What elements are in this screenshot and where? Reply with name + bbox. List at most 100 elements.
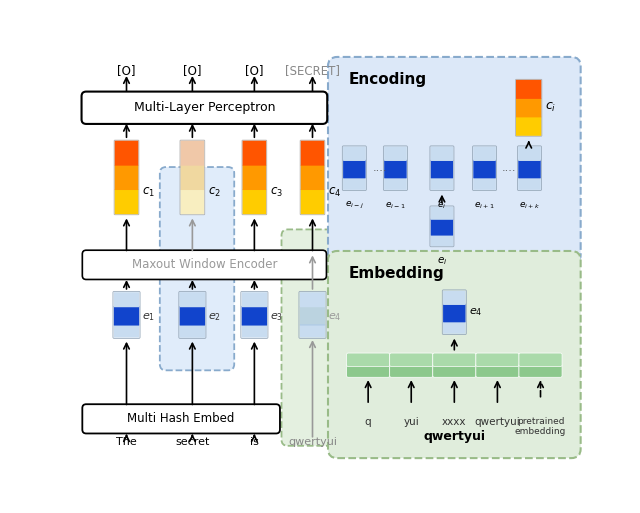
FancyBboxPatch shape	[384, 177, 406, 190]
FancyBboxPatch shape	[282, 229, 352, 446]
Text: $e_{i+k}$: $e_{i+k}$	[519, 200, 540, 211]
Text: Encoding: Encoding	[348, 72, 426, 87]
Text: q: q	[365, 417, 371, 426]
FancyBboxPatch shape	[390, 353, 433, 366]
FancyBboxPatch shape	[347, 364, 390, 377]
Text: [SECRET]: [SECRET]	[285, 64, 340, 77]
FancyBboxPatch shape	[243, 141, 266, 166]
Text: $e_2$: $e_2$	[208, 311, 221, 323]
FancyBboxPatch shape	[343, 147, 365, 161]
FancyBboxPatch shape	[300, 324, 325, 338]
Text: ....: ....	[373, 163, 387, 173]
FancyBboxPatch shape	[328, 57, 580, 264]
Text: [O]: [O]	[245, 64, 264, 77]
Text: $e_1$: $e_1$	[142, 311, 155, 323]
FancyBboxPatch shape	[474, 147, 496, 161]
FancyBboxPatch shape	[384, 160, 406, 179]
FancyBboxPatch shape	[115, 165, 138, 190]
FancyBboxPatch shape	[474, 177, 496, 190]
FancyBboxPatch shape	[431, 147, 453, 161]
FancyBboxPatch shape	[443, 321, 465, 334]
FancyBboxPatch shape	[476, 353, 519, 366]
FancyBboxPatch shape	[83, 250, 326, 280]
Text: $c_4$: $c_4$	[328, 186, 341, 199]
FancyBboxPatch shape	[431, 234, 453, 246]
FancyBboxPatch shape	[114, 306, 140, 326]
Text: $e_{i-j}$: $e_{i-j}$	[345, 200, 364, 211]
FancyBboxPatch shape	[115, 189, 138, 214]
FancyBboxPatch shape	[300, 292, 325, 307]
FancyBboxPatch shape	[114, 292, 140, 307]
Text: [O]: [O]	[183, 64, 202, 77]
FancyBboxPatch shape	[431, 177, 453, 190]
FancyBboxPatch shape	[431, 207, 453, 220]
FancyBboxPatch shape	[516, 116, 541, 136]
Text: $e_i$: $e_i$	[436, 255, 447, 267]
Text: $c_1$: $c_1$	[142, 186, 155, 199]
Text: qwertyui: qwertyui	[474, 417, 520, 426]
FancyBboxPatch shape	[301, 189, 324, 214]
FancyBboxPatch shape	[433, 353, 476, 366]
FancyBboxPatch shape	[328, 251, 580, 458]
FancyBboxPatch shape	[180, 292, 205, 307]
FancyBboxPatch shape	[443, 304, 465, 322]
FancyBboxPatch shape	[114, 324, 140, 338]
FancyBboxPatch shape	[516, 98, 541, 117]
FancyBboxPatch shape	[115, 141, 138, 166]
FancyBboxPatch shape	[431, 160, 453, 179]
Text: secret: secret	[175, 437, 209, 447]
Text: is: is	[250, 437, 259, 447]
FancyBboxPatch shape	[518, 177, 541, 190]
Text: $e_3$: $e_3$	[270, 311, 283, 323]
FancyBboxPatch shape	[180, 324, 205, 338]
Text: $e_4$: $e_4$	[469, 306, 483, 318]
Text: $e_{i+1}$: $e_{i+1}$	[474, 200, 495, 211]
FancyBboxPatch shape	[241, 306, 267, 326]
FancyBboxPatch shape	[301, 141, 324, 166]
FancyBboxPatch shape	[519, 353, 562, 366]
Text: Multi Hash Embed: Multi Hash Embed	[127, 412, 235, 425]
FancyBboxPatch shape	[518, 147, 541, 161]
FancyBboxPatch shape	[518, 160, 541, 179]
FancyBboxPatch shape	[431, 219, 453, 235]
FancyBboxPatch shape	[516, 80, 541, 99]
FancyBboxPatch shape	[390, 364, 433, 377]
FancyBboxPatch shape	[243, 165, 266, 190]
Text: ....: ....	[502, 163, 516, 173]
FancyBboxPatch shape	[476, 364, 519, 377]
FancyBboxPatch shape	[243, 189, 266, 214]
FancyBboxPatch shape	[443, 291, 465, 305]
Text: xxxx: xxxx	[442, 417, 467, 426]
Text: qwertyui: qwertyui	[288, 437, 337, 447]
FancyBboxPatch shape	[474, 160, 496, 179]
FancyBboxPatch shape	[81, 92, 327, 124]
Text: $e_{i-1}$: $e_{i-1}$	[385, 200, 406, 211]
FancyBboxPatch shape	[433, 364, 476, 377]
FancyBboxPatch shape	[241, 292, 267, 307]
FancyBboxPatch shape	[160, 167, 234, 370]
Text: [O]: [O]	[117, 64, 136, 77]
FancyBboxPatch shape	[343, 177, 365, 190]
Text: The: The	[116, 437, 137, 447]
FancyBboxPatch shape	[241, 324, 267, 338]
Text: $c_2$: $c_2$	[208, 186, 221, 199]
FancyBboxPatch shape	[384, 147, 406, 161]
FancyBboxPatch shape	[180, 141, 204, 166]
FancyBboxPatch shape	[83, 404, 280, 433]
Text: qwertyui: qwertyui	[423, 430, 485, 443]
FancyBboxPatch shape	[300, 306, 325, 326]
FancyBboxPatch shape	[347, 353, 390, 366]
Text: $c_i$: $c_i$	[545, 101, 556, 114]
Text: $e_4$: $e_4$	[328, 311, 341, 323]
Text: pretrained
embedding: pretrained embedding	[515, 417, 566, 436]
Text: $c_3$: $c_3$	[270, 186, 283, 199]
Text: Maxout Window Encoder: Maxout Window Encoder	[132, 259, 277, 271]
FancyBboxPatch shape	[180, 306, 205, 326]
FancyBboxPatch shape	[343, 160, 365, 179]
Text: yui: yui	[403, 417, 419, 426]
Text: Embedding: Embedding	[348, 266, 444, 281]
FancyBboxPatch shape	[301, 165, 324, 190]
Text: $e_i$: $e_i$	[437, 200, 447, 211]
FancyBboxPatch shape	[180, 165, 204, 190]
Text: Multi-Layer Perceptron: Multi-Layer Perceptron	[134, 101, 275, 114]
